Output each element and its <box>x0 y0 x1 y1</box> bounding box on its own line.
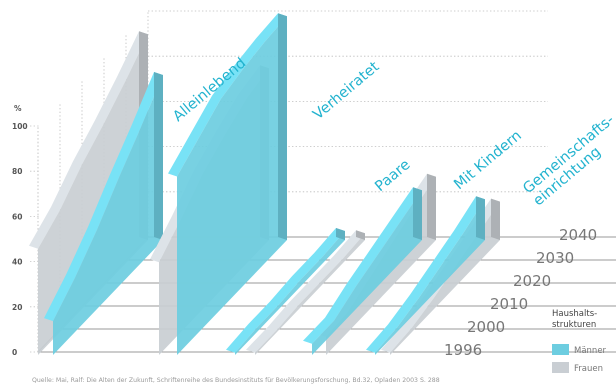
ribbon-end <box>336 228 345 240</box>
legend-label: Frauen <box>574 364 603 374</box>
y-tick-label: 40 <box>12 258 22 267</box>
ribbon-maenner <box>303 187 422 355</box>
group-label: Paare <box>372 157 413 195</box>
ribbon-top <box>29 31 148 249</box>
ribbon-face <box>38 34 148 356</box>
ribbon-face <box>312 190 422 355</box>
legend-swatch <box>552 362 569 373</box>
ribbon-face <box>177 16 287 356</box>
group-label: Gemeinschafts-einrichtung <box>520 112 616 209</box>
y-tick-label: 80 <box>12 167 22 176</box>
y-unit: % <box>14 104 22 113</box>
ribbon-maenner <box>226 228 345 355</box>
group-label: Verheiratet <box>310 59 382 123</box>
ribbon-top <box>168 13 287 177</box>
ribbon-end <box>427 173 436 240</box>
ribbon-end <box>278 13 287 240</box>
ribbon-top <box>366 196 485 353</box>
group-label-line: Verheiratet <box>310 59 382 123</box>
ribbon-end <box>413 187 422 240</box>
group-label: Mit Kindern <box>451 128 525 193</box>
ribbon-top <box>246 230 365 353</box>
year-label: 2000 <box>467 318 505 336</box>
source-note: Quelle: Mai, Ralf: Die Alten der Zukunft… <box>32 377 440 384</box>
group-label-line: Paare <box>372 157 413 195</box>
ribbon-face <box>255 233 365 355</box>
ribbon-face <box>53 75 163 355</box>
ribbon-top <box>44 72 163 322</box>
ribbon-maenner <box>366 196 485 355</box>
ribbon-end <box>356 230 365 240</box>
y-tick-label: 20 <box>12 303 22 312</box>
ribbon-maenner <box>44 72 163 355</box>
year-label: 1996 <box>444 341 482 359</box>
ribbon-end <box>154 72 163 240</box>
legend-label: Männer <box>574 346 607 356</box>
year-label: 2010 <box>490 295 528 313</box>
legend-title-line: strukturen <box>552 320 596 330</box>
legend: Haushalts-strukturen Männer Frauen <box>552 309 607 374</box>
legend-swatch <box>552 344 569 355</box>
y-tick-label: 60 <box>12 212 22 221</box>
y-tick-label: 0 <box>12 348 17 357</box>
ribbon-face <box>235 231 345 355</box>
legend-title: Haushalts-strukturen <box>552 309 597 330</box>
ribbon-top <box>303 187 422 344</box>
year-label: 2020 <box>513 272 551 290</box>
ribbon-top <box>226 228 345 353</box>
ribbon-maenner <box>168 13 287 356</box>
year-label: 2030 <box>536 249 574 267</box>
year-label: 2040 <box>559 226 597 244</box>
ribbons <box>29 13 500 356</box>
ribbon-end <box>491 198 500 240</box>
y-tick-label: 100 <box>12 122 28 131</box>
group-label-line: Mit Kindern <box>451 128 525 193</box>
ribbon-frauen <box>246 230 365 355</box>
ribbon-end <box>476 196 485 240</box>
legend-title-line: Haushalts- <box>552 309 597 319</box>
